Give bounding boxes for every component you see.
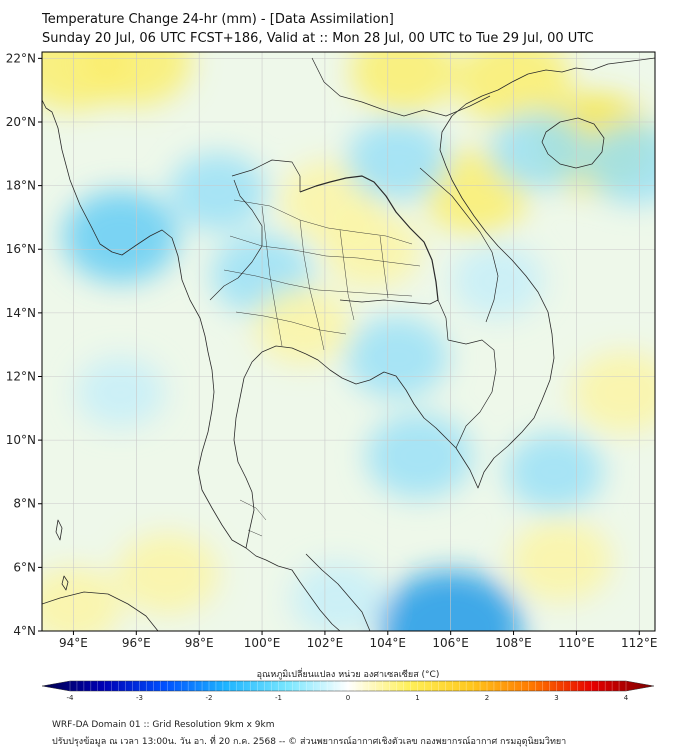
coastline-south-china	[511, 57, 655, 83]
lon-tick-label: 94°E	[59, 636, 88, 650]
lon-tick-label: 110°E	[558, 636, 595, 650]
coastline-sumatra	[42, 591, 159, 631]
colorbar-ticks: -4 -3 -2 -1 0 1 2 3 4	[67, 694, 629, 702]
island-hainan	[541, 117, 605, 169]
field-anomaly-20	[116, 532, 219, 615]
border-cambodia-vietnam	[447, 339, 497, 449]
coastline-malaya	[305, 553, 371, 631]
field-anomaly-8	[62, 190, 179, 283]
field-anomaly-17	[505, 432, 604, 511]
map-axes: 22°N 20°N 18°N 16°N 14°N 12°N 10°N 8°N 6°N 4°N 94°…	[6, 51, 658, 650]
field-anomaly-19	[509, 520, 612, 602]
coastline-vietnam	[439, 81, 555, 489]
map-subtitle: Sunday 20 Jul, 06 UTC FCST+186, Valid at…	[42, 31, 594, 46]
lon-tick-label: 100°E	[244, 636, 281, 650]
field-anomaly-18	[572, 351, 655, 434]
coastline-gulf-west	[233, 345, 307, 549]
lat-tick-label: 4°N	[13, 624, 36, 638]
island-nicobar	[61, 575, 69, 591]
colorbar-tick-label: 2	[485, 694, 489, 702]
lon-tick-label: 102°E	[307, 636, 344, 650]
field-anomaly-25	[76, 357, 165, 428]
border-laos-vietnam	[419, 167, 499, 323]
border-china	[311, 57, 491, 117]
field-anomaly-23	[291, 561, 384, 631]
colorbar-tick-label: 0	[346, 694, 350, 702]
lat-tick-label: 8°N	[13, 497, 36, 511]
coastlines-and-borders	[42, 57, 655, 631]
map-title: Temperature Change 24-hr (mm) - [Data As…	[42, 12, 394, 27]
footer-model-info: WRF-DA Domain 01 :: Grid Resolution 9km …	[52, 720, 275, 730]
lon-tick-label: 106°E	[432, 636, 469, 650]
coastline-myanmar	[42, 99, 247, 549]
field-anomaly-10	[346, 119, 449, 201]
border-thailand-laos	[299, 175, 439, 301]
lon-tick-label: 104°E	[370, 636, 407, 650]
island-andaman	[55, 519, 63, 541]
map-frame	[41, 51, 656, 632]
coastline-andaman	[245, 547, 341, 631]
field-anomaly-12	[489, 111, 588, 190]
lat-tick-label: 12°N	[6, 369, 36, 383]
field-anomaly-14	[346, 316, 449, 399]
field-anomaly-24	[451, 243, 545, 319]
colorbar-tick-label: 3	[554, 694, 558, 702]
lat-tick-label: 18°N	[6, 179, 36, 193]
graticule	[42, 52, 655, 631]
temperature-map: 22°N 20°N 18°N 16°N 14°N 12°N 10°N 8°N 6°N 4°N 94°…	[6, 51, 658, 702]
field-anomaly-2	[350, 52, 457, 114]
lon-tick-label: 108°E	[495, 636, 532, 650]
field-anomaly-22	[254, 286, 352, 365]
lat-tick-label: 16°N	[6, 242, 36, 256]
temperature-field	[42, 52, 655, 631]
field-anomaly-15	[365, 413, 473, 499]
border-myanmar-laos	[231, 159, 301, 192]
colorbar: อุณหภูมิเปลี่ยนแปลง หน่วย องศาเซลเซียส (…	[41, 667, 655, 702]
lat-tick-label: 22°N	[6, 51, 36, 65]
field-anomaly-13	[585, 122, 655, 205]
colorbar-tick-label: -2	[206, 694, 213, 702]
coastline-gulf-east	[305, 353, 457, 449]
colorbar-tick-label: 4	[624, 694, 629, 702]
colorbar-title: อุณหภูมิเปลี่ยนแปลง หน่วย องศาเซลเซียส (…	[257, 667, 440, 680]
footer-credit: ปรับปรุงข้อมูล ณ เวลา 13:00น. วัน อา. ที…	[52, 737, 567, 747]
province-lines	[223, 199, 421, 537]
lon-tick-label: 98°E	[185, 636, 214, 650]
lon-tick-label: 96°E	[122, 636, 151, 650]
colorbar-tick-label: -4	[67, 694, 75, 702]
colorbar-tick-label: -3	[136, 694, 143, 702]
field-anomaly-11	[169, 152, 267, 231]
lat-tick-label: 10°N	[6, 433, 36, 447]
colorbar-divisions	[69, 681, 627, 691]
lat-tick-label: 6°N	[13, 560, 36, 574]
border-thailand-cambodia	[339, 299, 449, 341]
colorbar-tick-label: 1	[415, 694, 419, 702]
lat-tick-label: 20°N	[6, 115, 36, 129]
lon-tick-label: 112°E	[621, 636, 658, 650]
lat-tick-label: 14°N	[6, 306, 36, 320]
colorbar-tick-label: -1	[275, 694, 282, 702]
